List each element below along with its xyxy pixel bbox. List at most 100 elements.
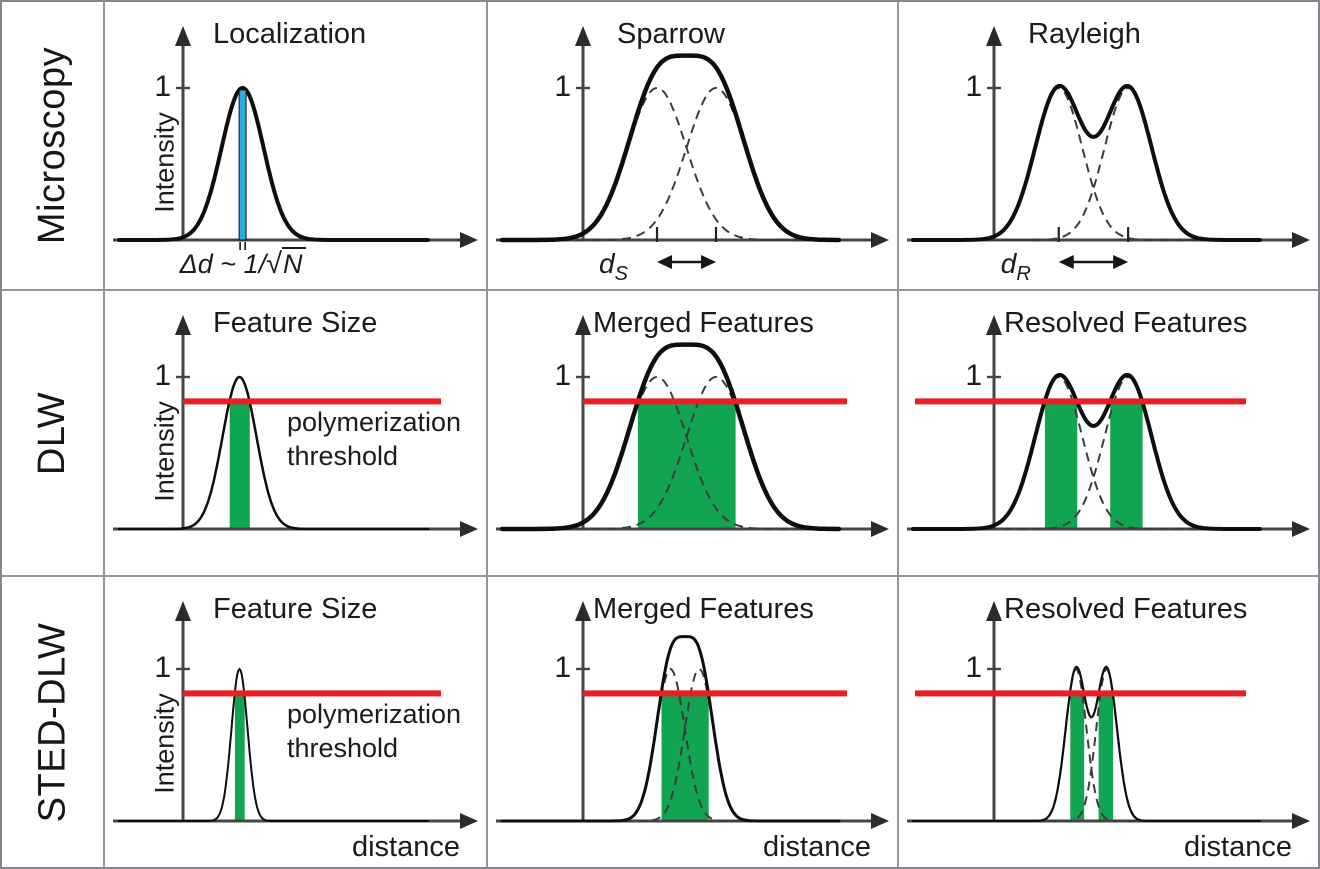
plot-sted-dlw-resolved-features: Resolved Features 1 distance <box>899 577 1318 867</box>
component-psf-curve <box>502 86 839 241</box>
threshold-label: polymerization threshold <box>287 405 461 473</box>
plot-canvas-3 <box>113 315 478 537</box>
x-axis-arrow-icon <box>1292 521 1310 537</box>
intensity-curve <box>117 375 430 531</box>
separation-label: dS <box>599 248 628 286</box>
x-axis-arrow-icon <box>1292 813 1310 829</box>
y-axis-arrow-icon <box>175 315 191 335</box>
y-axis-arrow-icon <box>175 601 191 621</box>
plot-canvas-6 <box>113 601 478 829</box>
plot-dlw-merged-features: Merged Features 1 <box>488 291 899 577</box>
green-feature-region <box>1110 401 1143 529</box>
arrow-right-icon <box>1113 255 1129 269</box>
plot-canvas-8 <box>907 601 1310 829</box>
component-psf-curve <box>913 86 1260 241</box>
plot-dlw-feature-size: Feature Size 1 Intensity polymerization thre… <box>105 291 488 577</box>
y-axis-arrow-icon <box>986 601 1002 621</box>
green-feature-region <box>661 693 709 821</box>
y-tick-label: 1 <box>154 651 171 684</box>
y-axis-label: Intensity <box>149 112 180 213</box>
y-tick-label: 1 <box>554 70 571 103</box>
plot-canvas-1 <box>496 26 889 269</box>
threshold-label-line2: threshold <box>287 441 399 472</box>
threshold-label-line1: polymerization <box>287 407 462 438</box>
x-axis-label: distance <box>1183 831 1292 863</box>
y-tick-label: 1 <box>965 359 982 392</box>
plot-title: Resolved Features <box>1004 593 1248 625</box>
plot-title: Rayleigh <box>1028 18 1141 50</box>
row-header-microscopy: Microscopy <box>2 2 105 291</box>
y-tick-label: 1 <box>554 651 571 684</box>
x-axis-label: distance <box>351 831 460 863</box>
y-tick-label: 1 <box>965 651 982 684</box>
y-tick-label: 1 <box>554 359 571 392</box>
separation-label-sub: R <box>1016 263 1031 285</box>
y-tick-label: 1 <box>154 70 171 103</box>
separation-label-base: d <box>1000 248 1017 279</box>
y-axis-arrow-icon <box>575 601 591 621</box>
separation-label: dR <box>1001 248 1031 286</box>
plot-canvas-7 <box>496 601 889 829</box>
separation-label-sub: S <box>614 263 628 285</box>
x-axis-arrow-icon <box>871 813 889 829</box>
plot-sted-dlw-feature-size: Feature Size 1 Intensity distance polymeriza… <box>105 577 488 867</box>
plot-canvas-5 <box>907 315 1310 537</box>
localization-marker-bar <box>238 89 247 241</box>
component-psf-curve <box>913 668 1260 822</box>
threshold-label-line2: threshold <box>287 733 399 764</box>
y-axis-arrow-icon <box>986 315 1002 335</box>
arrow-left-icon <box>1058 255 1074 269</box>
plot-canvas-4 <box>496 315 889 537</box>
row-header-sted-dlw: STED-DLW <box>2 577 105 867</box>
component-psf-curve <box>913 86 1260 241</box>
component-psf-curve <box>502 375 839 530</box>
intensity-curve <box>499 342 842 532</box>
row-label-dlw: DLW <box>31 391 73 475</box>
green-feature-region <box>1098 693 1114 821</box>
plot-canvas-0 <box>113 26 478 250</box>
plot-dlw-resolved-features: Resolved Features 1 <box>899 291 1318 577</box>
green-feature-region <box>1044 401 1078 529</box>
plot-title: Sparrow <box>617 18 725 50</box>
threshold-label: polymerization threshold <box>287 697 461 765</box>
y-axis-arrow-icon <box>575 26 591 46</box>
x-axis-arrow-icon <box>871 521 889 537</box>
plot-microscopy-sparrow: Sparrow 1 dS <box>488 2 899 291</box>
row-label-sted-dlw: STED-DLW <box>31 622 73 822</box>
formula-prefix: Δd ~ 1/ <box>179 249 267 279</box>
formula-radicand: N <box>282 247 306 279</box>
green-feature-region <box>234 693 245 821</box>
plot-sted-dlw-merged-features: Merged Features 1 distance <box>488 577 899 867</box>
component-psf-curve <box>913 375 1260 530</box>
x-axis-arrow-icon <box>460 521 478 537</box>
green-feature-region <box>229 401 250 529</box>
plot-title: Feature Size <box>213 307 378 339</box>
separation-label-base: d <box>599 248 615 279</box>
x-axis-arrow-icon <box>1292 232 1310 248</box>
sqrt-icon: √ <box>266 248 283 280</box>
component-psf-curve <box>913 667 1260 822</box>
y-axis-arrow-icon <box>575 315 591 335</box>
intensity-curve <box>117 85 430 242</box>
intensity-curve <box>911 372 1262 531</box>
intensity-curve <box>911 83 1262 242</box>
intensity-curve <box>500 635 841 823</box>
x-axis-arrow-icon <box>460 813 478 829</box>
y-axis-arrow-icon <box>986 26 1002 46</box>
plot-canvas-2 <box>907 26 1310 269</box>
row-header-dlw: DLW <box>2 291 105 577</box>
row-label-microscopy: Microscopy <box>31 46 73 245</box>
x-axis-arrow-icon <box>460 232 478 248</box>
plot-title: Localization <box>213 18 367 50</box>
plot-title: Resolved Features <box>1004 307 1248 339</box>
threshold-label-line1: polymerization <box>287 699 462 730</box>
plot-microscopy-localization: Localization 1 Intensity Δd ~ 1/√N <box>105 2 488 291</box>
y-tick-label: 1 <box>154 359 171 392</box>
arrow-right-icon <box>700 255 716 269</box>
plot-title: Merged Features <box>593 593 814 625</box>
component-psf-curve <box>913 375 1260 530</box>
y-tick-label: 1 <box>965 70 982 103</box>
intensity-curve <box>499 53 842 243</box>
x-axis-arrow-icon <box>871 232 889 248</box>
